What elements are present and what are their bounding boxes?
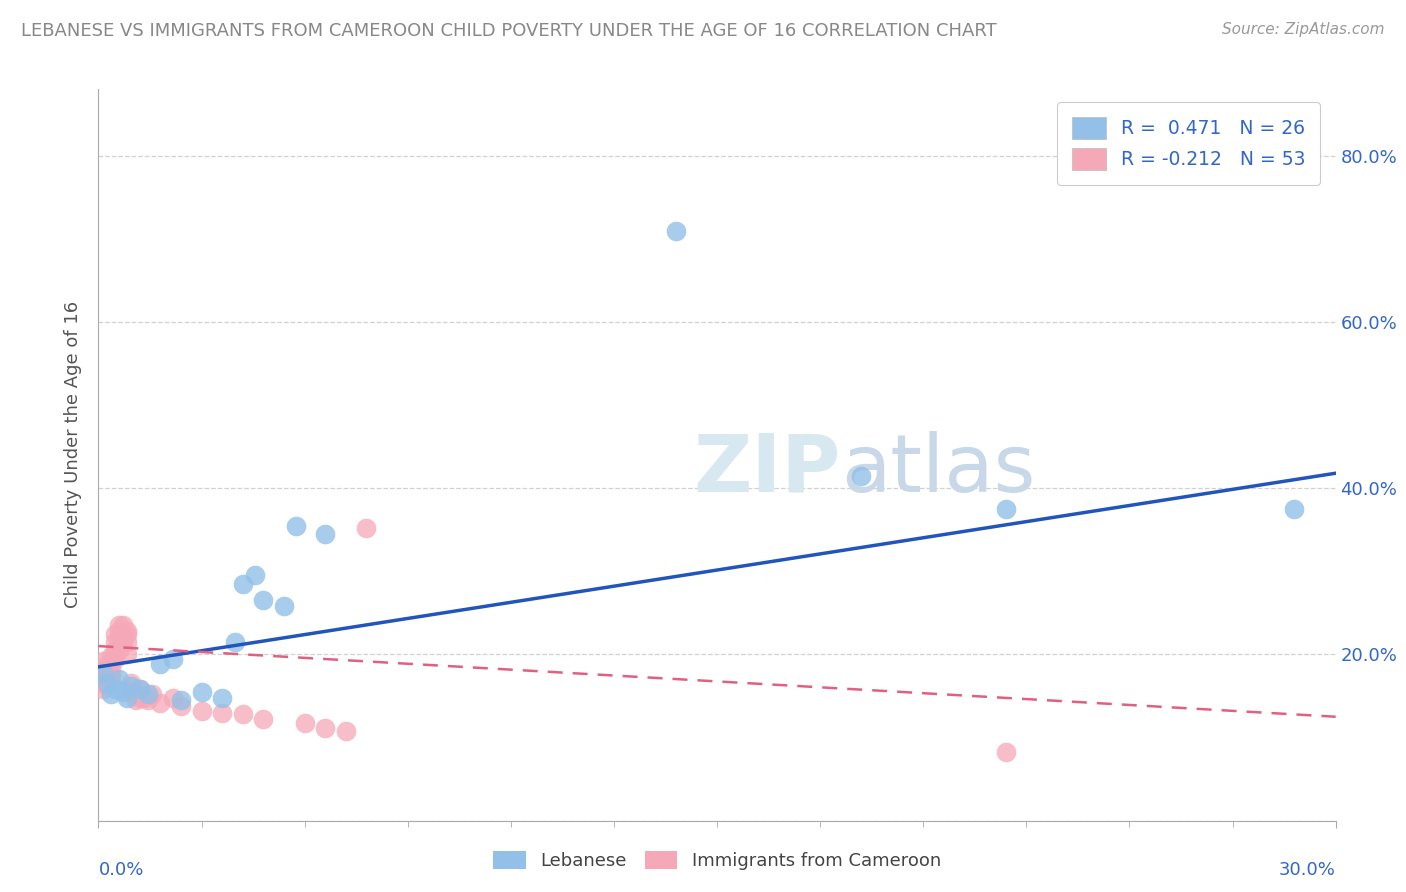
Point <box>112 685 135 699</box>
Point <box>104 643 127 657</box>
Point <box>91 671 114 685</box>
Point <box>314 721 336 735</box>
Text: ZIP: ZIP <box>693 431 841 508</box>
Point <box>117 648 139 662</box>
Point <box>100 662 122 676</box>
Point <box>87 665 110 680</box>
Point <box>149 696 172 710</box>
Point <box>252 593 274 607</box>
Point <box>91 673 114 688</box>
Point <box>128 690 150 705</box>
Point <box>104 626 127 640</box>
Point <box>112 631 135 645</box>
Point <box>100 649 122 664</box>
Point <box>112 626 135 640</box>
Point <box>190 704 212 718</box>
Text: 0.0%: 0.0% <box>98 861 143 879</box>
Text: Source: ZipAtlas.com: Source: ZipAtlas.com <box>1222 22 1385 37</box>
Point <box>91 662 114 676</box>
Point <box>851 468 873 483</box>
Point <box>112 635 135 649</box>
Point <box>994 746 1017 760</box>
Point <box>162 651 184 665</box>
Point <box>96 657 118 672</box>
Point <box>211 706 233 720</box>
Point <box>117 690 139 705</box>
Legend: Lebanese, Immigrants from Cameroon: Lebanese, Immigrants from Cameroon <box>486 844 948 878</box>
Point <box>356 521 378 535</box>
Point <box>232 707 254 722</box>
Point <box>96 673 118 688</box>
Point <box>104 682 127 697</box>
Point <box>91 665 114 680</box>
Point <box>112 618 135 632</box>
Point <box>224 635 246 649</box>
Point <box>665 223 688 237</box>
Point <box>1284 502 1306 516</box>
Point <box>117 635 139 649</box>
Text: atlas: atlas <box>841 431 1035 508</box>
Point <box>136 687 159 701</box>
Point <box>91 654 114 668</box>
Point <box>108 673 131 687</box>
Point <box>128 682 150 697</box>
Point <box>124 693 146 707</box>
Y-axis label: Child Poverty Under the Age of 16: Child Poverty Under the Age of 16 <box>65 301 83 608</box>
Point <box>128 682 150 697</box>
Point <box>211 690 233 705</box>
Point <box>170 698 193 713</box>
Point <box>294 715 316 730</box>
Point <box>124 687 146 701</box>
Point <box>994 502 1017 516</box>
Point <box>96 679 118 693</box>
Point <box>285 518 308 533</box>
Point <box>170 693 193 707</box>
Point <box>273 599 295 614</box>
Point <box>120 685 142 699</box>
Point <box>252 712 274 726</box>
Point <box>91 676 114 690</box>
Point <box>108 631 131 645</box>
Point <box>104 651 127 665</box>
Point <box>100 687 122 701</box>
Text: LEBANESE VS IMMIGRANTS FROM CAMEROON CHILD POVERTY UNDER THE AGE OF 16 CORRELATI: LEBANESE VS IMMIGRANTS FROM CAMEROON CHI… <box>21 22 997 40</box>
Point <box>162 690 184 705</box>
Point <box>108 618 131 632</box>
Point <box>100 673 122 688</box>
Text: 30.0%: 30.0% <box>1279 861 1336 879</box>
Point <box>141 687 163 701</box>
Point <box>149 657 172 672</box>
Point <box>120 679 142 693</box>
Point <box>243 568 266 582</box>
Point <box>96 665 118 680</box>
Point <box>132 690 155 705</box>
Point <box>104 635 127 649</box>
Point <box>108 643 131 657</box>
Point <box>120 676 142 690</box>
Point <box>91 682 114 697</box>
Point <box>117 626 139 640</box>
Point <box>232 576 254 591</box>
Point <box>96 668 118 682</box>
Point <box>108 624 131 639</box>
Point <box>136 693 159 707</box>
Point <box>335 723 357 738</box>
Point <box>190 685 212 699</box>
Point <box>117 624 139 639</box>
Point <box>96 676 118 690</box>
Point <box>100 668 122 682</box>
Point <box>314 527 336 541</box>
